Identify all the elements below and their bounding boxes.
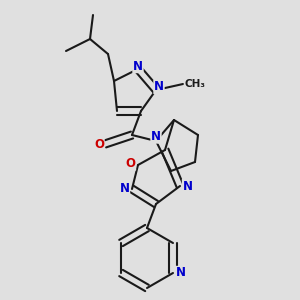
Text: N: N — [176, 266, 185, 280]
Text: O: O — [125, 157, 136, 170]
Text: N: N — [119, 182, 130, 196]
Text: O: O — [94, 137, 104, 151]
Text: N: N — [133, 59, 143, 73]
Text: N: N — [151, 130, 161, 143]
Text: N: N — [154, 80, 164, 94]
Text: N: N — [182, 179, 193, 193]
Text: CH₃: CH₃ — [184, 79, 206, 89]
